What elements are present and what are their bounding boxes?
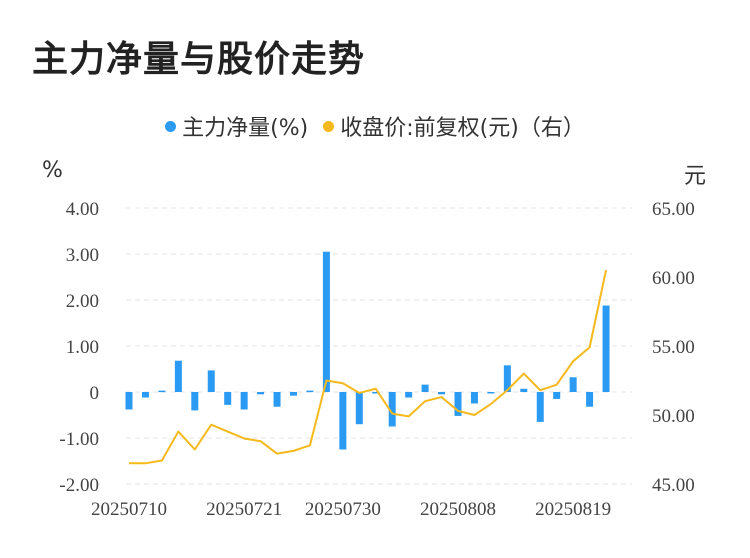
left-axis-tick-label: 3.00 — [66, 245, 99, 266]
x-axis-tick-label: 20250808 — [420, 499, 496, 520]
right-axis-tick-label: 50.00 — [652, 406, 695, 427]
bar — [388, 392, 396, 427]
bar — [322, 251, 330, 392]
bar — [454, 392, 462, 416]
bar — [339, 392, 347, 450]
bar — [224, 392, 232, 405]
left-axis-tick-label: -1.00 — [59, 429, 99, 450]
right-axis-unit: 元 — [684, 164, 707, 189]
grid-lines — [126, 207, 632, 485]
bar — [125, 392, 133, 410]
bar — [158, 390, 166, 393]
x-axis-tick-label: 20250819 — [535, 499, 611, 520]
bar — [290, 392, 297, 396]
bar — [487, 392, 495, 394]
bar — [536, 392, 544, 422]
right-axis-tick-label: 55.00 — [652, 337, 695, 358]
bar — [257, 392, 265, 395]
legend-dot-close-price — [323, 120, 335, 132]
legend-item-net-volume[interactable]: 主力净量(%) — [165, 110, 308, 142]
left-axis-tick-label: 4.00 — [66, 199, 99, 220]
bar — [405, 392, 413, 398]
bar — [586, 392, 594, 407]
legend-dot-net-volume — [165, 120, 177, 132]
left-axis-tick-label: 2.00 — [66, 291, 99, 312]
bar — [355, 392, 363, 425]
left-axis-tick-label: -2.00 — [59, 475, 99, 496]
price-line — [129, 269, 608, 465]
bar — [421, 384, 429, 392]
axis-ticks: 4.00 3.00 2.00 1.00 0 -1.00 -2.00 65.00 60.00 55.… — [59, 199, 694, 520]
line-series — [128, 269, 608, 465]
right-axis-tick-label: 45.00 — [652, 475, 695, 496]
bar — [602, 305, 610, 392]
bar — [553, 392, 561, 399]
bar — [470, 392, 478, 404]
bar — [520, 388, 528, 392]
legend-item-close-price[interactable]: 收盘价:前复权(元)（右） — [323, 110, 585, 142]
bar — [372, 392, 380, 394]
bar — [306, 390, 314, 393]
x-axis-tick-label: 20250730 — [305, 499, 381, 520]
legend-label-close-price: 收盘价:前复权(元)（右） — [340, 116, 585, 141]
bar — [174, 360, 182, 392]
bar — [438, 392, 446, 395]
chart-legend: 主力净量(%) 收盘价:前复权(元)（右） — [0, 110, 750, 142]
bar — [273, 392, 281, 407]
bar — [569, 377, 577, 392]
bar — [207, 370, 215, 392]
bar — [503, 365, 511, 392]
left-axis-tick-label: 0 — [90, 383, 100, 404]
bar — [191, 392, 199, 411]
legend-label-net-volume: 主力净量(%) — [182, 116, 309, 141]
bar — [240, 392, 248, 410]
left-axis-tick-label: 1.00 — [66, 337, 99, 358]
x-axis-tick-label: 20250721 — [206, 499, 282, 520]
bar-series — [125, 251, 610, 450]
x-axis-tick-label: 20250710 — [91, 499, 167, 520]
right-axis-tick-label: 60.00 — [652, 268, 695, 289]
page-title: 主力净量与股价走势 — [32, 39, 366, 80]
left-axis-unit: % — [42, 158, 63, 183]
bar — [141, 392, 149, 398]
right-axis-tick-label: 65.00 — [652, 199, 695, 220]
